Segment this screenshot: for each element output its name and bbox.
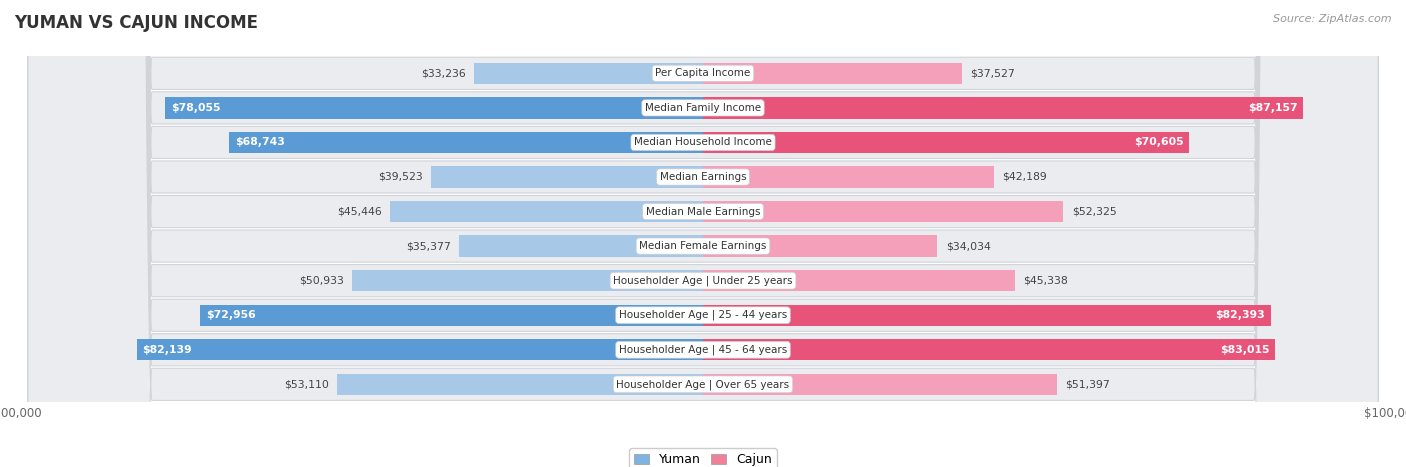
Text: Per Capita Income: Per Capita Income bbox=[655, 68, 751, 78]
Text: Median Household Income: Median Household Income bbox=[634, 137, 772, 148]
Bar bbox=[703, 63, 962, 84]
Bar bbox=[703, 166, 994, 188]
Text: $53,110: $53,110 bbox=[284, 379, 329, 389]
Bar bbox=[703, 201, 1063, 222]
FancyBboxPatch shape bbox=[28, 0, 1378, 467]
Text: Householder Age | Over 65 years: Householder Age | Over 65 years bbox=[616, 379, 790, 389]
FancyBboxPatch shape bbox=[28, 0, 1378, 467]
Text: $37,527: $37,527 bbox=[970, 68, 1015, 78]
Text: Householder Age | 45 - 64 years: Householder Age | 45 - 64 years bbox=[619, 345, 787, 355]
Bar bbox=[389, 201, 703, 222]
Text: $83,015: $83,015 bbox=[1220, 345, 1270, 355]
Bar bbox=[703, 374, 1057, 395]
FancyBboxPatch shape bbox=[28, 0, 1378, 467]
Bar bbox=[703, 235, 938, 257]
Bar bbox=[703, 304, 1271, 326]
Bar bbox=[703, 339, 1275, 361]
Text: $33,236: $33,236 bbox=[420, 68, 465, 78]
Bar bbox=[703, 132, 1189, 153]
FancyBboxPatch shape bbox=[28, 0, 1378, 467]
Bar bbox=[337, 374, 703, 395]
Text: Median Female Earnings: Median Female Earnings bbox=[640, 241, 766, 251]
Legend: Yuman, Cajun: Yuman, Cajun bbox=[630, 448, 776, 467]
Text: Householder Age | 25 - 44 years: Householder Age | 25 - 44 years bbox=[619, 310, 787, 320]
Text: $52,325: $52,325 bbox=[1071, 206, 1116, 217]
Bar bbox=[138, 339, 703, 361]
FancyBboxPatch shape bbox=[28, 0, 1378, 467]
Text: $72,956: $72,956 bbox=[205, 310, 256, 320]
Text: YUMAN VS CAJUN INCOME: YUMAN VS CAJUN INCOME bbox=[14, 14, 259, 32]
Text: Householder Age | Under 25 years: Householder Age | Under 25 years bbox=[613, 276, 793, 286]
Text: Source: ZipAtlas.com: Source: ZipAtlas.com bbox=[1274, 14, 1392, 24]
Text: $70,605: $70,605 bbox=[1135, 137, 1184, 148]
Bar bbox=[229, 132, 703, 153]
Text: Median Earnings: Median Earnings bbox=[659, 172, 747, 182]
Text: Median Male Earnings: Median Male Earnings bbox=[645, 206, 761, 217]
Text: $51,397: $51,397 bbox=[1066, 379, 1111, 389]
Bar bbox=[703, 97, 1303, 119]
Text: $68,743: $68,743 bbox=[235, 137, 285, 148]
Text: $87,157: $87,157 bbox=[1249, 103, 1298, 113]
Bar bbox=[460, 235, 703, 257]
Bar bbox=[430, 166, 703, 188]
Text: $45,338: $45,338 bbox=[1024, 276, 1069, 286]
Text: $42,189: $42,189 bbox=[1002, 172, 1046, 182]
Bar bbox=[201, 304, 703, 326]
Text: $39,523: $39,523 bbox=[378, 172, 422, 182]
Bar bbox=[166, 97, 703, 119]
Text: $82,139: $82,139 bbox=[142, 345, 193, 355]
Bar bbox=[474, 63, 703, 84]
Text: $82,393: $82,393 bbox=[1215, 310, 1265, 320]
FancyBboxPatch shape bbox=[28, 0, 1378, 467]
Bar bbox=[703, 270, 1015, 291]
FancyBboxPatch shape bbox=[28, 0, 1378, 467]
FancyBboxPatch shape bbox=[28, 0, 1378, 467]
Text: $45,446: $45,446 bbox=[337, 206, 381, 217]
Text: $50,933: $50,933 bbox=[299, 276, 344, 286]
Bar bbox=[352, 270, 703, 291]
Text: $34,034: $34,034 bbox=[946, 241, 991, 251]
FancyBboxPatch shape bbox=[28, 0, 1378, 467]
Text: Median Family Income: Median Family Income bbox=[645, 103, 761, 113]
Text: $35,377: $35,377 bbox=[406, 241, 451, 251]
FancyBboxPatch shape bbox=[28, 0, 1378, 467]
Text: $78,055: $78,055 bbox=[170, 103, 221, 113]
